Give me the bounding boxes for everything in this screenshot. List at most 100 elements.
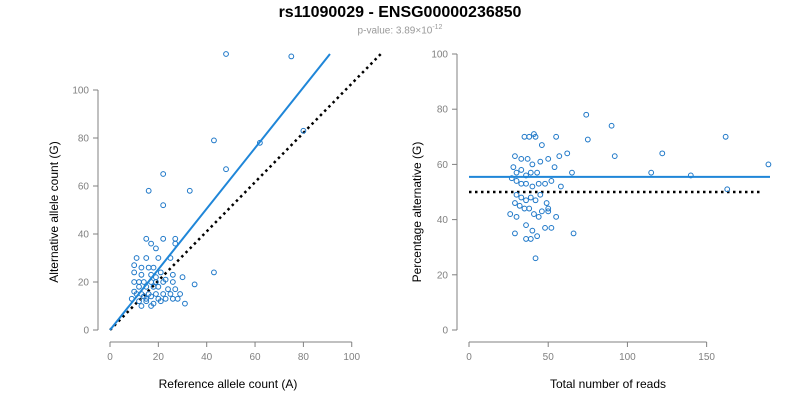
data-point bbox=[532, 255, 539, 262]
fit-line bbox=[109, 53, 331, 331]
data-point bbox=[535, 180, 542, 187]
data-point bbox=[513, 191, 520, 198]
data-point bbox=[535, 213, 542, 220]
data-point bbox=[687, 172, 694, 179]
data-point bbox=[512, 230, 518, 237]
data-point bbox=[531, 131, 537, 137]
data-point bbox=[527, 236, 534, 242]
data-point bbox=[148, 293, 154, 300]
data-point bbox=[507, 211, 514, 217]
data-point bbox=[512, 200, 518, 206]
data-point bbox=[556, 153, 563, 160]
data-point bbox=[523, 236, 529, 242]
data-point bbox=[138, 271, 145, 278]
data-point bbox=[167, 291, 174, 297]
data-point bbox=[288, 53, 295, 60]
data-point bbox=[157, 269, 164, 276]
x-tick-label: 60 bbox=[249, 352, 261, 363]
data-point bbox=[518, 180, 525, 187]
data-point bbox=[510, 164, 517, 171]
data-point bbox=[136, 283, 142, 290]
data-point bbox=[177, 291, 184, 297]
data-point bbox=[300, 127, 307, 134]
data-point bbox=[529, 227, 536, 234]
y-tick-label: 20 bbox=[437, 270, 449, 281]
y-tick-label: 40 bbox=[437, 215, 449, 226]
data-point bbox=[553, 133, 560, 140]
data-point bbox=[553, 213, 560, 220]
data-point bbox=[162, 276, 169, 283]
data-point bbox=[223, 166, 229, 173]
data-point bbox=[145, 187, 152, 194]
data-point bbox=[724, 186, 731, 193]
data-point bbox=[523, 222, 529, 229]
data-point bbox=[518, 167, 525, 173]
data-point bbox=[548, 178, 555, 184]
data-point bbox=[722, 133, 729, 140]
data-point bbox=[524, 155, 531, 162]
data-point bbox=[179, 274, 186, 281]
y-tick-label: 20 bbox=[78, 278, 90, 289]
data-point bbox=[160, 291, 167, 297]
data-point bbox=[527, 194, 534, 201]
data-point bbox=[512, 153, 518, 160]
data-point bbox=[526, 205, 533, 212]
y-tick-label: 100 bbox=[431, 50, 448, 61]
data-point bbox=[545, 205, 552, 212]
data-point bbox=[140, 279, 147, 285]
data-point bbox=[508, 175, 515, 182]
data-point bbox=[131, 262, 138, 269]
data-point bbox=[542, 180, 548, 187]
x-tick-label: 150 bbox=[698, 352, 715, 363]
data-point bbox=[182, 300, 188, 307]
y-tick-label: 0 bbox=[83, 326, 89, 337]
data-point bbox=[143, 298, 150, 305]
data-point bbox=[564, 150, 571, 157]
data-point bbox=[223, 51, 229, 57]
data-point bbox=[518, 194, 525, 201]
data-point bbox=[542, 224, 548, 231]
data-point bbox=[548, 224, 555, 231]
x-tick-label: 80 bbox=[298, 352, 310, 363]
data-point bbox=[648, 169, 655, 176]
reference-line bbox=[109, 53, 382, 331]
data-point bbox=[131, 269, 138, 276]
data-point bbox=[516, 202, 523, 209]
data-point bbox=[570, 230, 577, 237]
data-point bbox=[172, 286, 179, 293]
data-point bbox=[150, 264, 157, 271]
data-point bbox=[160, 202, 167, 209]
x-axis-label: Reference allele count (A) bbox=[159, 377, 298, 391]
p-value-text: p-value: 3.89×10 bbox=[357, 25, 433, 37]
data-point bbox=[537, 191, 544, 198]
data-point bbox=[521, 205, 528, 212]
data-point bbox=[583, 111, 590, 118]
data-point bbox=[529, 183, 536, 190]
data-point bbox=[174, 295, 181, 302]
x-axis-label: Total number of reads bbox=[550, 377, 666, 391]
y-tick-label: 40 bbox=[78, 230, 90, 241]
y-tick-label: 80 bbox=[78, 134, 90, 145]
data-point bbox=[523, 197, 529, 204]
y-tick-label: 80 bbox=[437, 105, 449, 116]
y-tick-label: 60 bbox=[78, 182, 90, 193]
data-point bbox=[765, 161, 772, 168]
data-point bbox=[543, 200, 550, 206]
data-point bbox=[191, 281, 198, 288]
data-point bbox=[153, 291, 159, 297]
data-point bbox=[186, 187, 193, 194]
x-tick-label: 20 bbox=[153, 352, 165, 363]
x-tick-label: 40 bbox=[201, 352, 213, 363]
data-point bbox=[538, 142, 545, 148]
data-point bbox=[169, 271, 176, 278]
data-point bbox=[136, 298, 142, 305]
data-point bbox=[157, 298, 164, 305]
data-point bbox=[521, 133, 528, 140]
chart-subtitle: p-value: 3.89×10-12 bbox=[0, 24, 800, 36]
data-point bbox=[211, 137, 217, 144]
data-point bbox=[534, 233, 541, 240]
chart-title: rs11090029 - ENSG00000236850 bbox=[278, 4, 522, 21]
data-point bbox=[538, 208, 545, 215]
